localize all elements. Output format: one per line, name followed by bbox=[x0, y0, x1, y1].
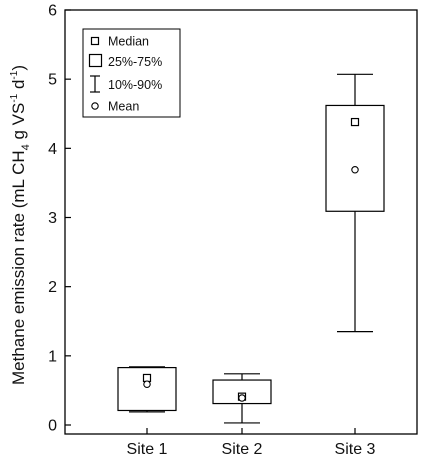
box-series bbox=[117, 73, 385, 424]
median-marker bbox=[142, 373, 152, 383]
box-iqr bbox=[212, 379, 272, 405]
box-1 bbox=[117, 366, 177, 413]
legend-box-marker bbox=[88, 53, 103, 68]
legend-item-whiskers: 10%-90% bbox=[108, 78, 162, 92]
box-3 bbox=[325, 73, 385, 333]
y-axis-label-end: ) bbox=[9, 65, 28, 71]
y-axis-label-sup2: -1 bbox=[9, 70, 20, 79]
mean-marker bbox=[238, 394, 246, 402]
legend-mean-marker bbox=[91, 102, 99, 110]
x-tick-label: Site 1 bbox=[127, 441, 168, 457]
y-axis: 0 1 2 3 4 5 6 bbox=[48, 3, 71, 435]
box-2 bbox=[212, 373, 272, 424]
legend-item-quartiles: 25%-75% bbox=[108, 55, 162, 69]
x-tick-label: Site 3 bbox=[335, 441, 376, 457]
y-axis-label-main: Methane emission rate (mL CH bbox=[9, 150, 28, 385]
x-axis: Site 1 Site 2 Site 3 bbox=[127, 428, 376, 457]
mean-marker bbox=[143, 380, 151, 388]
y-axis-label-mid: g VS bbox=[9, 103, 28, 145]
legend-item-median: Median bbox=[108, 35, 149, 49]
y-axis-label-sub: 4 bbox=[20, 144, 32, 150]
legend-whisker-marker bbox=[90, 75, 100, 93]
y-axis-label-d: d bbox=[9, 80, 28, 94]
y-tick-label: 5 bbox=[48, 72, 57, 89]
y-axis-label: Methane emission rate (mL CH4 g VS-1 d-1… bbox=[9, 65, 32, 385]
y-tick-label: 3 bbox=[48, 210, 57, 227]
x-tick-label: Site 2 bbox=[222, 441, 263, 457]
y-tick-label: 1 bbox=[48, 348, 57, 365]
legend: Median 25%-75% 10%-90% Mean bbox=[82, 28, 181, 118]
legend-item-mean: Mean bbox=[108, 100, 139, 114]
y-axis-label-sup1: -1 bbox=[9, 93, 20, 102]
y-tick-label: 6 bbox=[48, 3, 57, 20]
legend-frame bbox=[82, 28, 181, 118]
legend-median-marker bbox=[90, 36, 100, 46]
plot-frame bbox=[64, 9, 418, 435]
median-marker bbox=[350, 117, 360, 127]
y-tick-label: 2 bbox=[48, 279, 57, 296]
y-tick-label: 4 bbox=[48, 141, 57, 158]
mean-marker bbox=[351, 166, 359, 174]
y-tick-label: 0 bbox=[48, 418, 57, 435]
